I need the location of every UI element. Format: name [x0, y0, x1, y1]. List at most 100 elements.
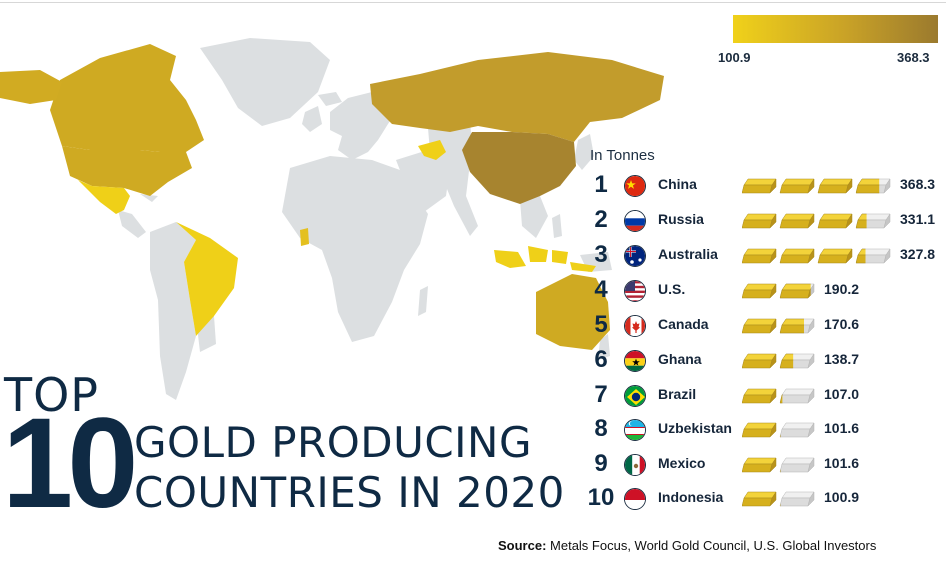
top-border [0, 2, 946, 3]
rank-number: 6 [594, 346, 608, 373]
gold-bar-icon [742, 353, 777, 369]
partial-gold-bar-icon [855, 178, 891, 194]
rank-number: 1 [594, 171, 608, 198]
map-russia [370, 52, 664, 142]
title-number: 10 [2, 392, 138, 535]
legend-color-bar [733, 15, 938, 43]
gold-bar-icon [742, 283, 777, 299]
title-line-1: GOLD PRODUCING [134, 418, 533, 467]
gold-bars [742, 318, 815, 334]
ghana-flag-icon [624, 350, 646, 372]
brazil-flag-icon [624, 385, 646, 407]
table-row: 6 Ghana 138.7 [586, 345, 946, 375]
gold-bars [742, 491, 815, 507]
value-label: 190.2 [824, 281, 860, 297]
australia-flag-icon [624, 245, 646, 267]
table-row: 7 Brazil 107.0 [586, 380, 946, 410]
indonesia-flag-icon [624, 488, 646, 510]
map-alaska [0, 70, 62, 104]
gold-bar-icon [779, 178, 815, 194]
legend-max-label: 368.3 [897, 50, 930, 65]
gold-bars [742, 457, 815, 473]
table-row: 9 Mexico 101.6 [586, 449, 946, 479]
gold-bars [742, 178, 891, 194]
map-indonesia [494, 246, 596, 272]
map-australia [536, 274, 610, 350]
gold-bar-icon [742, 457, 777, 473]
uzbekistan-flag-icon [624, 419, 646, 441]
table-row: 8 Uzbekistan 101.6 [586, 414, 946, 444]
source-note: Source: Metals Focus, World Gold Council… [498, 538, 876, 553]
partial-gold-bar-icon [779, 353, 815, 369]
gold-bar-icon [817, 248, 853, 264]
country-name: Ghana [658, 351, 702, 367]
us-flag-icon [624, 280, 646, 302]
rank-number: 4 [594, 276, 608, 303]
map-mexico [78, 180, 130, 214]
gold-bars [742, 283, 815, 299]
gold-bar-icon [742, 248, 777, 264]
gold-bars [742, 422, 815, 438]
gold-bar-icon [742, 318, 777, 334]
gold-bar-icon [742, 491, 777, 507]
table-row: 1 China 368.3 [586, 170, 946, 200]
value-label: 101.6 [824, 420, 860, 436]
rank-number: 2 [594, 206, 608, 233]
rank-number: 3 [594, 241, 608, 268]
title-top-word: TOP [4, 368, 100, 422]
gold-bar-icon [817, 213, 853, 229]
value-label: 101.6 [824, 455, 860, 471]
gold-bar-icon [742, 178, 777, 194]
map-us [62, 146, 192, 196]
country-name: Australia [658, 246, 718, 262]
partial-gold-bar-icon [779, 318, 815, 334]
title-line-2: COUNTRIES IN 2020 [134, 468, 565, 517]
value-label: 170.6 [824, 316, 860, 332]
country-name: Indonesia [658, 489, 724, 505]
table-row: 2 Russia 331.1 [586, 205, 946, 235]
source-text: Metals Focus, World Gold Council, U.S. G… [546, 538, 877, 553]
mexico-flag-icon [624, 454, 646, 476]
table-row: 4 U.S. 190.2 [586, 275, 946, 305]
partial-gold-bar-icon [855, 248, 891, 264]
rank-number: 5 [594, 311, 608, 338]
country-name: Uzbekistan [658, 420, 732, 436]
table-row: 3 Australia 327.8 [586, 240, 946, 270]
value-label: 107.0 [824, 386, 860, 402]
table-row: 5 Canada 170.6 [586, 310, 946, 340]
map-uzbekistan [418, 140, 446, 160]
russia-flag-icon [624, 210, 646, 232]
partial-gold-bar-icon [779, 283, 815, 299]
legend-min-label: 100.9 [718, 50, 751, 65]
gold-bar-icon [742, 388, 777, 404]
country-name: Russia [658, 211, 704, 227]
gold-bars [742, 388, 815, 404]
value-label: 100.9 [824, 489, 860, 505]
map-brazil [176, 222, 238, 336]
gold-bars [742, 248, 891, 264]
china-flag-icon [624, 175, 646, 197]
rank-number: 9 [594, 450, 608, 477]
country-name: U.S. [658, 281, 686, 297]
country-name: Mexico [658, 455, 706, 471]
table-row: 10 Indonesia 100.9 [586, 483, 946, 513]
value-label: 368.3 [900, 176, 936, 192]
gold-bars [742, 213, 891, 229]
gold-bar-icon [742, 422, 777, 438]
unit-label: In Tonnes [590, 147, 655, 164]
map-china [462, 132, 576, 204]
gold-bar-icon [742, 213, 777, 229]
country-name: Canada [658, 316, 709, 332]
map-ghana [300, 228, 309, 246]
value-label: 331.1 [900, 211, 936, 227]
value-label: 138.7 [824, 351, 860, 367]
rank-number: 7 [594, 381, 608, 408]
partial-gold-bar-icon [779, 422, 815, 438]
gold-bar-icon [779, 213, 815, 229]
partial-gold-bar-icon [779, 457, 815, 473]
rank-number: 10 [587, 484, 615, 511]
source-label: Source: [498, 538, 547, 553]
gold-bars [742, 353, 815, 369]
country-name: China [658, 176, 697, 192]
